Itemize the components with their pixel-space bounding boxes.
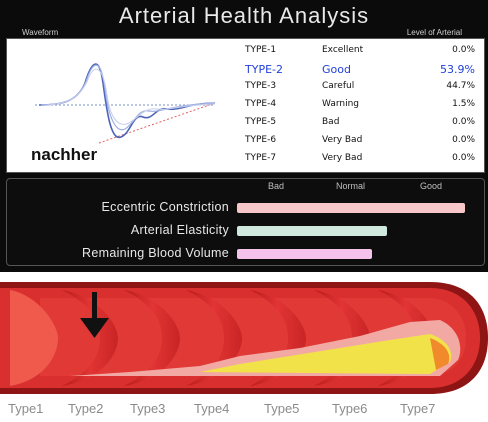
app-title: Arterial Health Analysis bbox=[118, 3, 370, 28]
type-level: Warning bbox=[322, 99, 360, 109]
plaque-core bbox=[430, 338, 450, 370]
artery-segment-3 bbox=[124, 290, 180, 386]
artery-type-label-2: Type2 bbox=[68, 401, 104, 416]
type-level: Careful bbox=[322, 81, 355, 91]
type-name: TYPE-6 bbox=[245, 135, 277, 145]
type-row-4: TYPE-4 Warning 1.5% bbox=[245, 99, 475, 115]
type-row-6: TYPE-6 Very Bad 0.0% bbox=[245, 135, 475, 151]
type-row-3: TYPE-3 Careful 44.7% bbox=[245, 81, 475, 97]
type-value: 0.0% bbox=[452, 135, 475, 145]
metric-bar-eccentric-constriction bbox=[237, 203, 465, 213]
plaque-deposit bbox=[200, 334, 452, 374]
waveform-caption: Waveform bbox=[22, 28, 59, 37]
artery-type-label-1: Type1 bbox=[8, 401, 44, 416]
metric-fill bbox=[237, 226, 388, 236]
metric-label-arterial-elasticity: Arterial Elasticity bbox=[130, 223, 229, 237]
type-name: TYPE-3 bbox=[245, 81, 277, 91]
metric-label-remaining-blood-volume: Remaining Blood Volume bbox=[82, 246, 229, 260]
artery-type-label-3: Type3 bbox=[130, 401, 166, 416]
metric-bar-remaining-blood-volume bbox=[237, 249, 465, 259]
type-level: Very Bad bbox=[322, 153, 363, 163]
type-value: 53.9% bbox=[440, 63, 475, 76]
artery-type-label-7: Type7 bbox=[400, 401, 436, 416]
type-value: 44.7% bbox=[446, 81, 475, 91]
type-name: TYPE-7 bbox=[245, 153, 277, 163]
artery-type-label-5: Type5 bbox=[264, 401, 300, 416]
metric-fill bbox=[237, 203, 465, 213]
scale-label-good: Good bbox=[420, 181, 443, 191]
analysis-panel: Arterial Health Analysis Waveform Level … bbox=[0, 0, 488, 272]
type-name: TYPE-4 bbox=[245, 99, 277, 109]
type-name: TYPE-1 bbox=[245, 45, 277, 55]
scale-label-bad: Bad bbox=[268, 181, 285, 191]
type-value: 0.0% bbox=[452, 117, 475, 127]
level-caption: Level of Arterial bbox=[406, 28, 462, 37]
down-arrow-icon bbox=[80, 292, 109, 338]
waveform-curve-secondary bbox=[40, 64, 216, 131]
type-level: Excellent bbox=[322, 45, 364, 55]
artery-type-label-6: Type6 bbox=[332, 401, 368, 416]
waveform-annotation: nachher bbox=[31, 145, 98, 164]
type-value: 0.0% bbox=[452, 45, 475, 55]
type-row-5: TYPE-5 Bad 0.0% bbox=[245, 117, 475, 133]
artery-segment-2 bbox=[62, 290, 118, 386]
metric-label-eccentric-constriction: Eccentric Constriction bbox=[101, 200, 229, 214]
artery-type-label-4: Type4 bbox=[194, 401, 230, 416]
metric-bar-arterial-elasticity bbox=[237, 226, 465, 236]
waveform-level-panel: nachher TYPE-1 Excellent 0.0% TYPE-2 Goo… bbox=[6, 38, 485, 173]
type-level: Very Bad bbox=[322, 135, 363, 145]
metric-fill bbox=[237, 249, 372, 259]
type-level: Bad bbox=[322, 117, 340, 127]
scale-label-normal: Normal bbox=[336, 181, 366, 191]
artery-segment-1 bbox=[10, 290, 58, 386]
type-row-7: TYPE-7 Very Bad 0.0% bbox=[245, 153, 475, 169]
waveform-trend-line bbox=[98, 102, 216, 144]
type-value: 0.0% bbox=[452, 153, 475, 163]
waveform-curve-tertiary bbox=[42, 68, 216, 125]
type-level: Good bbox=[322, 63, 351, 76]
type-name: TYPE-5 bbox=[245, 117, 277, 127]
artery-illustration bbox=[0, 282, 488, 394]
type-value: 1.5% bbox=[452, 99, 475, 109]
type-row-1: TYPE-1 Excellent 0.0% bbox=[245, 45, 475, 61]
type-name: TYPE-2 bbox=[245, 63, 283, 76]
pulse-waveform-chart bbox=[35, 63, 216, 144]
waveform-curve-primary bbox=[38, 63, 216, 138]
type-row-2: TYPE-2 Good 53.9% bbox=[245, 63, 475, 79]
